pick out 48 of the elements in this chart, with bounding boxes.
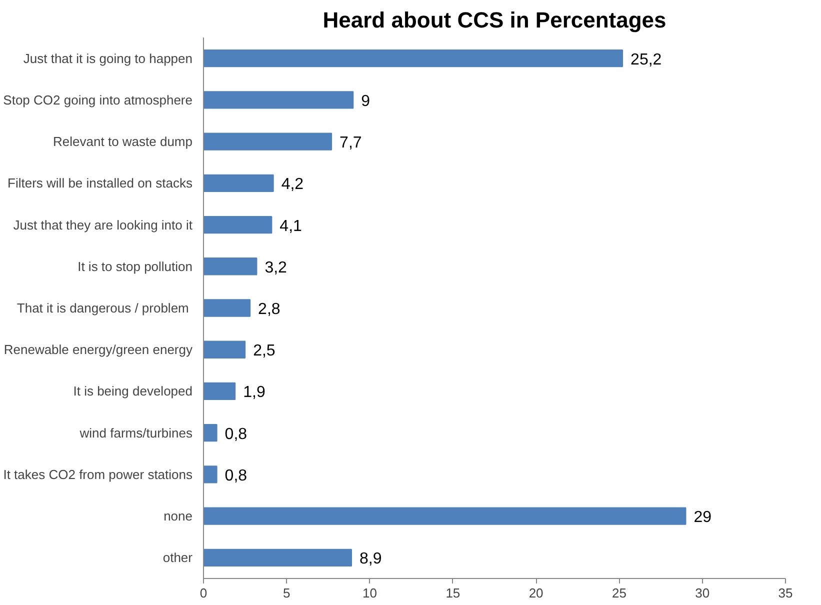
bar — [204, 91, 354, 109]
bar — [204, 299, 251, 317]
bar — [204, 466, 218, 484]
y-tick-label: It takes CO2 from power stations — [3, 466, 193, 482]
data-label: 2,5 — [253, 342, 276, 360]
x-tick-label: 15 — [446, 586, 460, 600]
data-label: 4,1 — [280, 218, 302, 235]
data-label: 4,2 — [281, 176, 304, 194]
x-tick-label: 20 — [528, 586, 544, 600]
y-tick-label: That it is dangerous / problem — [16, 300, 189, 316]
x-tick-label: 10 — [362, 586, 378, 600]
x-tick-label: 30 — [695, 586, 710, 600]
y-tick-label: It is to stop pollution — [78, 258, 193, 274]
y-tick-label: Relevant to waste dump — [53, 134, 193, 150]
y-tick-label: Just that it is going to happen — [23, 50, 193, 66]
bar — [204, 424, 218, 442]
data-label: 2,8 — [258, 301, 280, 318]
data-label: 0,8 — [224, 467, 248, 484]
y-tick-label: It is being developed — [73, 384, 193, 399]
bar — [204, 174, 274, 192]
data-label: 1,9 — [243, 384, 266, 402]
y-tick-label: Renewable energy/green energy — [4, 342, 193, 358]
bar — [204, 382, 236, 400]
y-tick-label: other — [162, 550, 194, 566]
bar — [204, 258, 258, 276]
y-tick-label: none — [164, 508, 192, 524]
y-tick-label: Just that they are looking into it — [13, 217, 193, 232]
bar — [204, 132, 332, 150]
bar — [204, 548, 352, 567]
data-label: 29 — [694, 509, 712, 526]
bar — [204, 216, 272, 234]
data-label: 8,9 — [359, 550, 382, 568]
data-label: 9 — [361, 92, 370, 110]
x-tick-label: 25 — [612, 586, 626, 600]
y-tick-label: Filters will be installed on stacks — [8, 176, 193, 191]
y-tick-label: Stop CO2 going into atmosphere — [3, 92, 193, 108]
data-label: 25,2 — [630, 51, 662, 68]
x-tick-label: 35 — [778, 586, 793, 600]
bar — [204, 49, 624, 68]
x-tick-label: 0 — [200, 586, 208, 600]
bar — [204, 340, 246, 358]
data-label: 3,2 — [264, 259, 288, 276]
bar — [204, 507, 686, 525]
data-label: 7,7 — [340, 134, 362, 152]
chart-title: Heard about CCS in Percentages — [322, 8, 666, 32]
y-tick-label: wind farms/turbines — [78, 425, 193, 440]
data-label: 0,8 — [224, 426, 248, 443]
x-tick-label: 5 — [283, 586, 290, 600]
